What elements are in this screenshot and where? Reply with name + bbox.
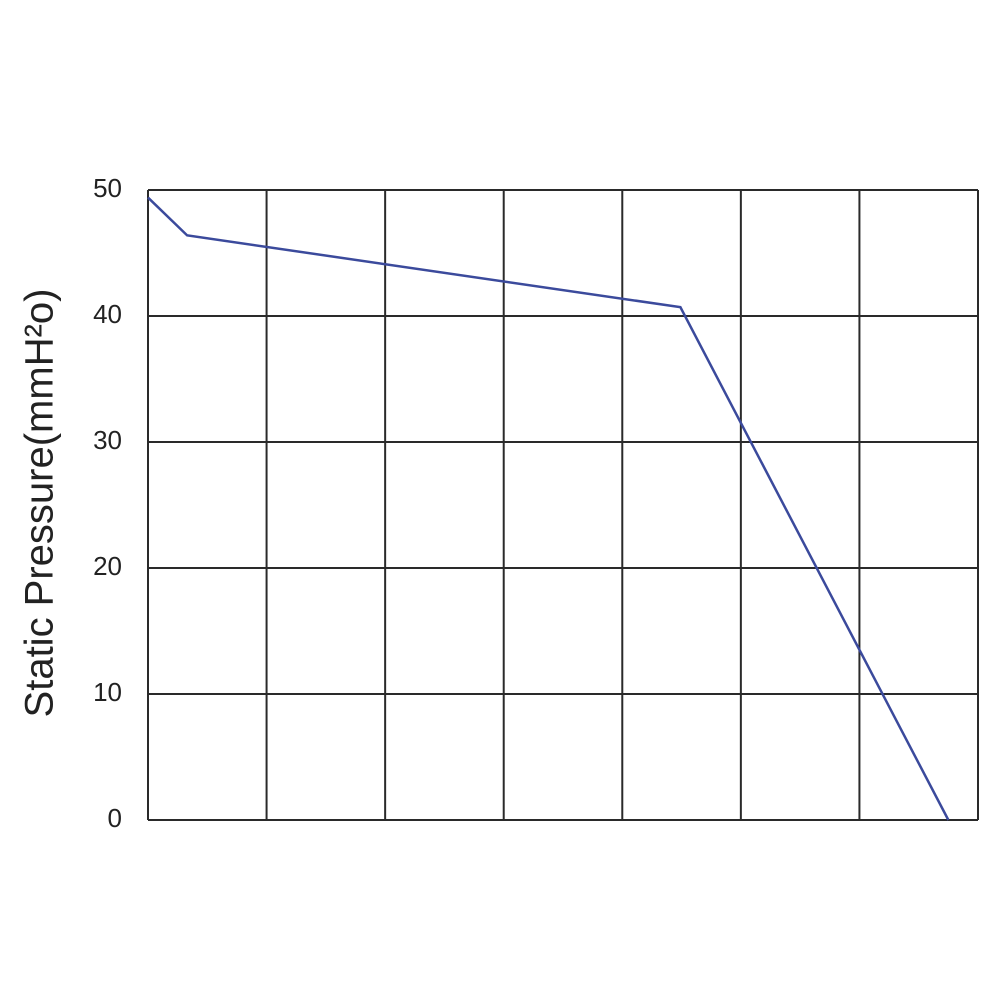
y-tick-label: 20: [93, 551, 122, 581]
y-tick-label: 10: [93, 677, 122, 707]
data-line: [147, 196, 950, 821]
y-axis-label: Static Pressure(mmH²o): [18, 289, 62, 718]
y-tick-label: 50: [93, 173, 122, 203]
y-tick-label: 30: [93, 425, 122, 455]
y-tick-label: 0: [108, 803, 122, 833]
y-tick-label: 40: [93, 299, 122, 329]
